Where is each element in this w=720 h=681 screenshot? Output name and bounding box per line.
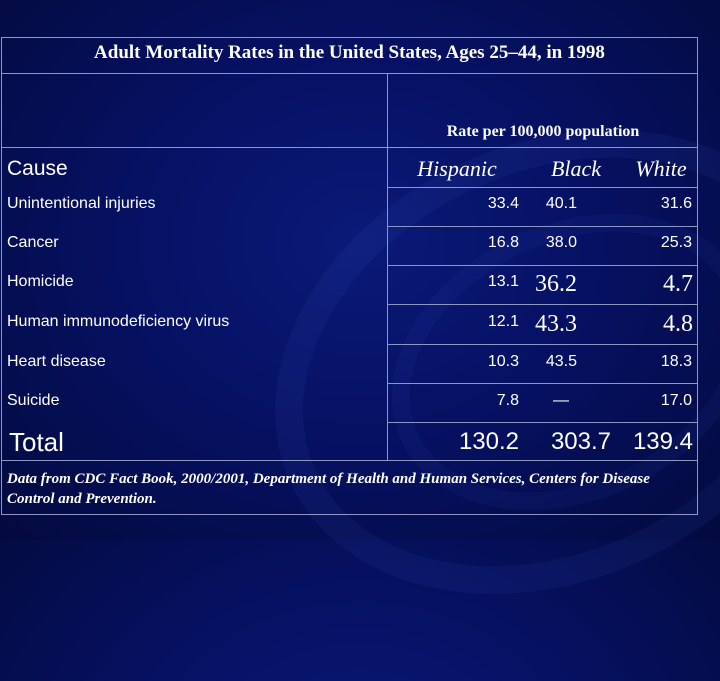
- header-black: Black: [550, 156, 602, 181]
- white-value: 25.3: [660, 234, 692, 251]
- total-label: Total: [9, 427, 64, 457]
- black-value: 43.3: [535, 311, 577, 337]
- hispanic-value: 10.3: [487, 353, 519, 370]
- black-value: 38.0: [545, 234, 577, 251]
- table-border: [1, 37, 698, 515]
- column-divider: [387, 73, 388, 460]
- total-white: 139.4: [632, 428, 693, 455]
- white-value: 17.0: [660, 392, 692, 409]
- white-value: 18.3: [660, 353, 692, 370]
- row-line-1: [387, 187, 698, 188]
- cause-label: Heart disease: [7, 353, 106, 370]
- title-divider: [1, 73, 698, 74]
- cause-label: Suicide: [7, 392, 60, 409]
- cause-label: Unintentional injuries: [7, 195, 156, 212]
- white-value: 31.6: [660, 195, 692, 212]
- table-title: Adult Mortality Rates in the United Stat…: [94, 42, 605, 63]
- row-line-4: [387, 304, 698, 305]
- source-footnote: Data from CDC Fact Book, 2000/2001, Depa…: [7, 471, 650, 507]
- hispanic-value: 16.8: [487, 234, 519, 251]
- cause-label: Cancer: [7, 234, 59, 251]
- row-line-6: [387, 383, 698, 384]
- black-value: 40.1: [545, 195, 577, 212]
- black-value: 36.2: [535, 271, 577, 297]
- row-line-3: [387, 265, 698, 266]
- row-line-5: [387, 344, 698, 345]
- hispanic-value: 33.4: [487, 195, 519, 212]
- header-white: White: [635, 156, 687, 181]
- table-subtitle: Rate per 100,000 population: [446, 123, 640, 140]
- subtitle-divider: [1, 147, 698, 148]
- hispanic-value: 12.1: [487, 313, 519, 330]
- black-value: —: [553, 392, 569, 409]
- hispanic-value: 13.1: [487, 273, 519, 290]
- header-hispanic: Hispanic: [417, 156, 497, 181]
- row-line-2: [387, 226, 698, 227]
- row-line-7: [387, 422, 698, 423]
- white-value: 4.7: [663, 271, 693, 297]
- cause-label: Homicide: [7, 273, 74, 290]
- white-value: 4.8: [663, 311, 693, 337]
- black-value: 43.5: [545, 353, 577, 370]
- mortality-table: Adult Mortality Rates in the United Stat…: [1, 37, 698, 515]
- hispanic-value: 7.8: [496, 392, 519, 409]
- cause-label: Human immunodeficiency virus: [7, 313, 230, 330]
- total-hispanic: 130.2: [458, 428, 519, 455]
- footnote-divider: [1, 460, 698, 461]
- cause-header: Cause: [7, 157, 68, 180]
- total-black: 303.7: [550, 428, 611, 455]
